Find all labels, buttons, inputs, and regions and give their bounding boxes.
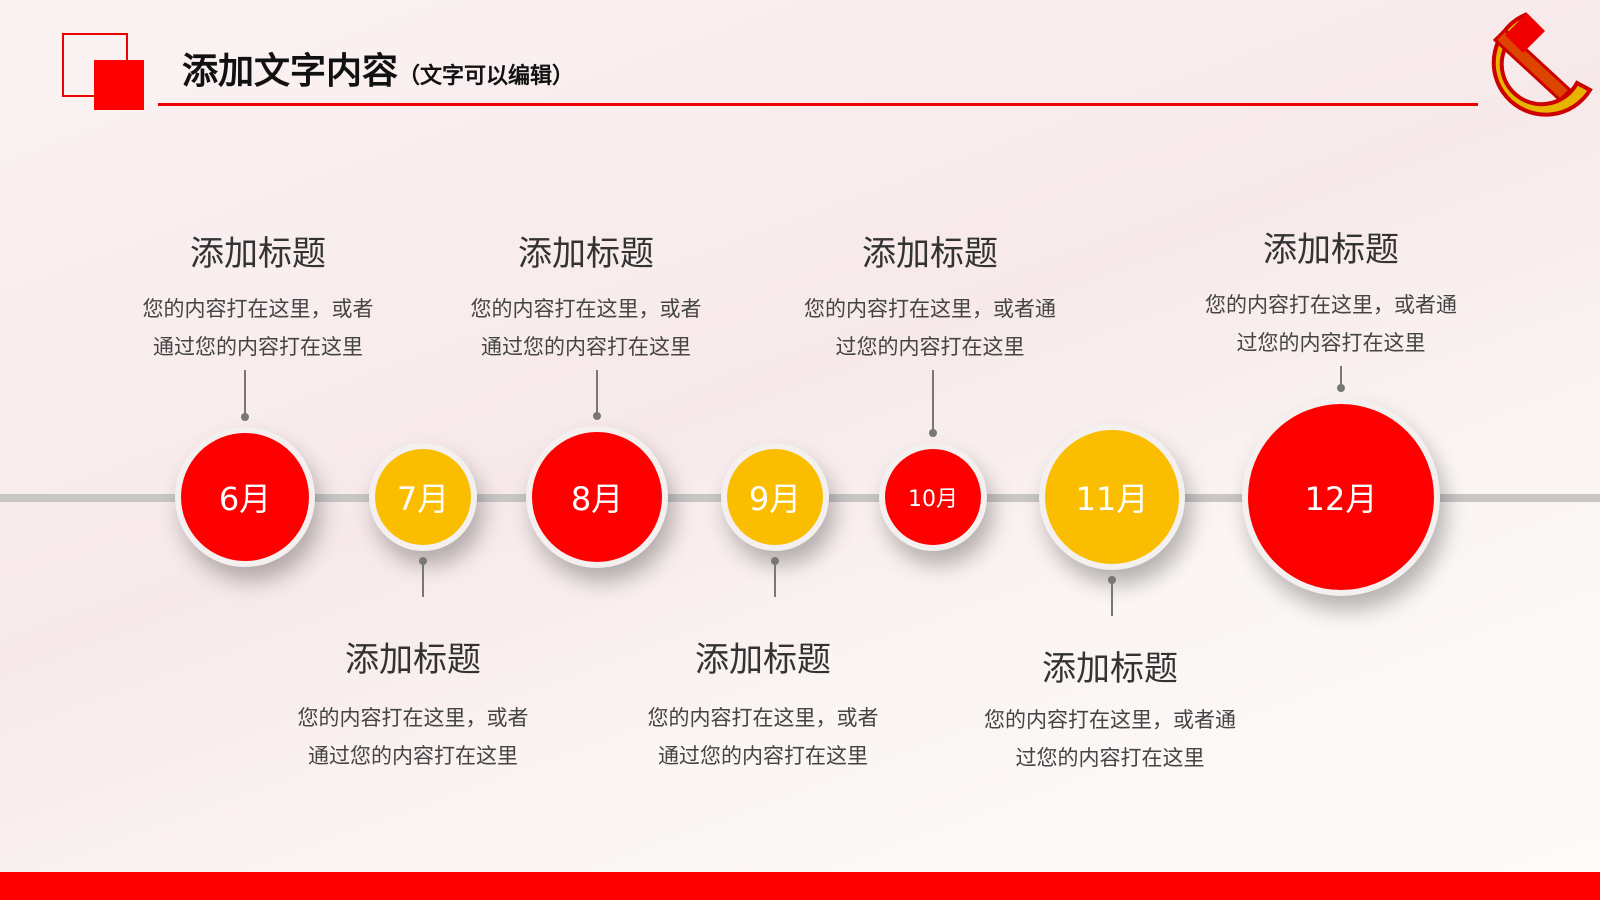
text-line: 您的内容打在这里，或者通 — [1205, 293, 1457, 317]
month-circle: 12月 — [1242, 398, 1440, 596]
header-rule — [158, 103, 1478, 106]
text-line: 通过您的内容打在这里 — [153, 335, 363, 359]
month-circle: 8月 — [526, 426, 668, 568]
item-text: 您的内容打在这里，或者通过您的内容打在这里 — [1161, 286, 1501, 362]
month-circle: 9月 — [721, 443, 829, 551]
connector-dot — [1108, 576, 1116, 584]
month-circle: 11月 — [1039, 424, 1185, 570]
connector-dot — [593, 412, 601, 420]
deco-square — [94, 60, 144, 110]
connector — [422, 561, 424, 597]
month-circle: 6月 — [175, 427, 315, 567]
item-title: 添加标题 — [1042, 649, 1178, 689]
text-line: 过您的内容打在这里 — [1236, 331, 1426, 355]
connector-dot — [241, 413, 249, 421]
item-text: 您的内容打在这里，或者通过您的内容打在这里 — [940, 701, 1280, 777]
text-line: 通过您的内容打在这里 — [481, 335, 691, 359]
item-text: 您的内容打在这里，或者通过您的内容打在这里 — [593, 699, 933, 775]
item-title: 添加标题 — [345, 640, 481, 680]
connector — [596, 370, 598, 416]
emblem — [1491, 12, 1593, 117]
item-text: 您的内容打在这里，或者通过您的内容打在这里 — [416, 290, 756, 366]
text-line: 通过您的内容打在这里 — [658, 744, 868, 768]
text-line: 您的内容打在这里，或者通 — [984, 708, 1236, 732]
text-line: 您的内容打在这里，或者 — [647, 706, 879, 730]
item-title: 添加标题 — [695, 640, 831, 680]
item-text: 您的内容打在这里，或者通过您的内容打在这里 — [88, 290, 428, 366]
connector — [774, 561, 776, 597]
text-line: 您的内容打在这里，或者 — [297, 706, 529, 730]
text-line: 过您的内容打在这里 — [835, 335, 1025, 359]
connector-dot — [771, 557, 779, 565]
item-title: 添加标题 — [862, 234, 998, 274]
month-circle: 10月 — [879, 443, 987, 551]
connector-dot — [929, 429, 937, 437]
item-text: 您的内容打在这里，或者通过您的内容打在这里 — [760, 290, 1100, 366]
title-main: 添加文字内容 — [182, 51, 399, 92]
item-title: 添加标题 — [190, 234, 326, 274]
item-title: 添加标题 — [518, 234, 654, 274]
title-sub: （文字可以编辑） — [398, 64, 575, 89]
connector-dot — [419, 557, 427, 565]
text-line: 通过您的内容打在这里 — [308, 744, 518, 768]
connector — [932, 370, 934, 433]
slide-title: 添加文字内容（文字可以编辑） — [182, 42, 574, 94]
item-title: 添加标题 — [1263, 230, 1399, 270]
text-line: 您的内容打在这里，或者 — [142, 297, 374, 321]
connector — [244, 370, 246, 417]
text-line: 您的内容打在这里，或者 — [470, 297, 702, 321]
connector — [1340, 366, 1342, 388]
footer-band — [0, 872, 1600, 900]
month-circle: 7月 — [369, 443, 477, 551]
connector — [1111, 580, 1113, 616]
connector-dot — [1337, 384, 1345, 392]
text-line: 过您的内容打在这里 — [1015, 746, 1205, 770]
text-line: 您的内容打在这里，或者通 — [804, 297, 1056, 321]
item-text: 您的内容打在这里，或者通过您的内容打在这里 — [243, 699, 583, 775]
